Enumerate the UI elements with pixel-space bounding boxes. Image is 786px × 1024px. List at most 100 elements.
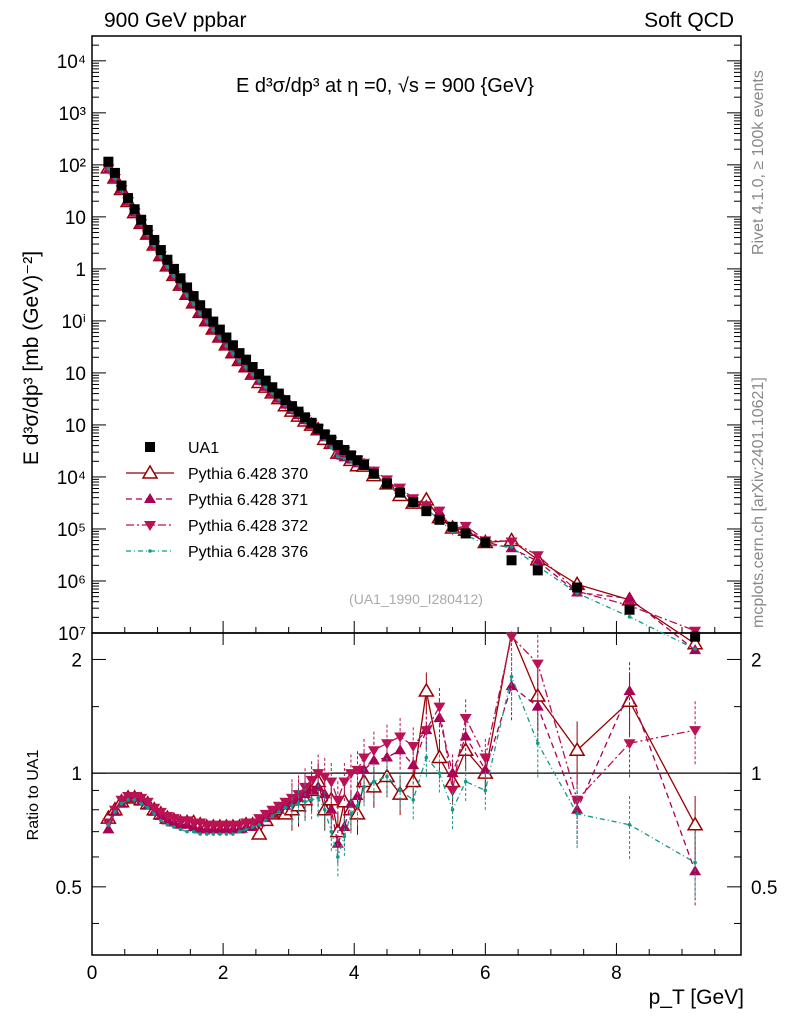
ratio-point-p376: [628, 823, 632, 827]
ratio-point-p376: [133, 798, 137, 802]
ratio-tick-label-right: 0.5: [751, 878, 777, 899]
y-tick-label: 10²: [59, 156, 86, 177]
ratio-point-p376: [251, 825, 255, 829]
ratio-point-p376: [362, 785, 366, 789]
ratio-point-p376: [316, 796, 320, 800]
ratio-point-p376: [536, 741, 540, 745]
ratio-point-p372: [368, 746, 380, 756]
ratio-point-p372: [624, 739, 636, 749]
series-line-p372: [108, 168, 695, 630]
ratio-point-p376: [126, 798, 130, 802]
ratio-point-p372: [394, 733, 406, 743]
y-tick-label: 10: [65, 208, 86, 229]
data-point-p376: [218, 336, 222, 340]
ratio-point-p376: [484, 789, 488, 793]
data-point-ua1: [182, 282, 192, 292]
data-point-ua1: [169, 264, 179, 274]
data-point-p376: [264, 385, 268, 389]
ratio-point-p376: [139, 802, 143, 806]
legend-marker: [148, 549, 152, 553]
data-point-p376: [107, 167, 111, 171]
ratio-y-axis-label: Ratio to UA1: [25, 750, 42, 841]
chart-canvas: 900 GeV ppbar Soft QCD Rivet 4.1.0, ≥ 10…: [0, 0, 786, 1024]
ratio-tick-label-right: 1: [751, 764, 762, 785]
ratio-point-p372: [358, 754, 370, 764]
data-point-p376: [198, 312, 202, 316]
data-point-ua1: [156, 245, 166, 255]
ratio-point-p371: [624, 685, 636, 695]
ratio-point-p370: [688, 818, 702, 830]
ratio-point-p372: [325, 778, 337, 788]
ratio-point-p376: [205, 832, 209, 836]
ratio-point-p376: [264, 819, 268, 823]
ratio-point-p376: [372, 780, 376, 784]
ratio-point-p376: [290, 804, 294, 808]
side-bottom-label: mcplots.cern.ch [arXiv:2401.10621]: [750, 377, 767, 628]
x-tick-label: 4: [349, 963, 360, 984]
ratio-point-p376: [464, 780, 468, 784]
legend-marker: [145, 442, 155, 452]
data-point-p376: [343, 457, 347, 461]
data-point-ua1: [103, 157, 113, 167]
ratio-point-p376: [270, 814, 274, 818]
data-point-ua1: [382, 478, 392, 488]
side-top-label: Rivet 4.1.0, ≥ 100k events: [750, 70, 767, 255]
y-tick-label: 10⁳: [65, 416, 86, 437]
ratio-point-p376: [238, 830, 242, 834]
data-point-p376: [257, 379, 261, 383]
data-point-ua1: [448, 522, 458, 532]
header-right: Soft QCD: [644, 9, 734, 32]
y-axis-label: E d³σ/dp³ [mb (GeV)⁻²]: [20, 251, 43, 465]
data-point-p371: [624, 592, 636, 602]
data-point-ua1: [395, 488, 405, 498]
y-tick-label: 10⁴: [57, 468, 86, 489]
x-tick-label: 0: [87, 963, 98, 984]
ratio-point-p376: [329, 830, 333, 834]
ratio-point-p376: [166, 823, 170, 827]
data-point-p376: [329, 446, 333, 450]
ratio-point-p376: [451, 808, 455, 812]
y-tick-label: 10⁴: [57, 52, 86, 73]
ratio-point-p372: [433, 703, 445, 713]
ratio-point-p376: [172, 825, 176, 829]
legend-marker: [144, 493, 156, 503]
ratio-point-p376: [575, 812, 579, 816]
ratio-point-p372: [381, 739, 393, 749]
ratio-point-p372: [689, 726, 701, 736]
ratio-line-p376: [108, 677, 695, 863]
data-point-ua1: [117, 181, 127, 191]
ratio-point-p376: [356, 804, 360, 808]
ratio-point-p376: [277, 810, 281, 814]
data-point-ua1: [123, 193, 133, 203]
legend-label: Pythia 6.428 376: [188, 544, 308, 561]
legend-label: Pythia 6.428 372: [188, 518, 308, 535]
ratio-tick-label: 1: [71, 764, 82, 785]
data-point-p376: [238, 359, 242, 363]
ratio-point-p376: [218, 832, 222, 836]
ratio-point-p376: [152, 812, 156, 816]
legend-marker: [143, 466, 157, 478]
data-point-p376: [251, 373, 255, 377]
data-point-ua1: [162, 255, 172, 265]
x-tick-label: 8: [611, 963, 622, 984]
data-point-ua1: [408, 497, 418, 507]
data-point-p376: [179, 284, 183, 288]
series-line-p376: [108, 169, 695, 649]
ratio-tick-label-right: 2: [751, 650, 762, 671]
data-point-ua1: [136, 215, 146, 225]
ratio-point-p376: [349, 812, 353, 816]
ratio-point-p376: [411, 798, 415, 802]
data-point-ua1: [421, 506, 431, 516]
ratio-point-p376: [284, 806, 288, 810]
data-point-ua1: [434, 515, 444, 525]
y-tick-label: 10ⁱ: [61, 312, 86, 333]
data-point-p376: [510, 545, 514, 549]
ratio-point-p376: [323, 808, 327, 812]
ratio-point-p376: [107, 823, 111, 827]
chart-title: E d³σ/dp³ at η =0, √s = 900 {GeV}: [236, 75, 534, 97]
ratio-point-p376: [185, 830, 189, 834]
data-point-p376: [225, 344, 229, 348]
ratio-point-p376: [398, 789, 402, 793]
ratio-point-p376: [257, 823, 261, 827]
ratio-point-p372: [338, 778, 350, 788]
